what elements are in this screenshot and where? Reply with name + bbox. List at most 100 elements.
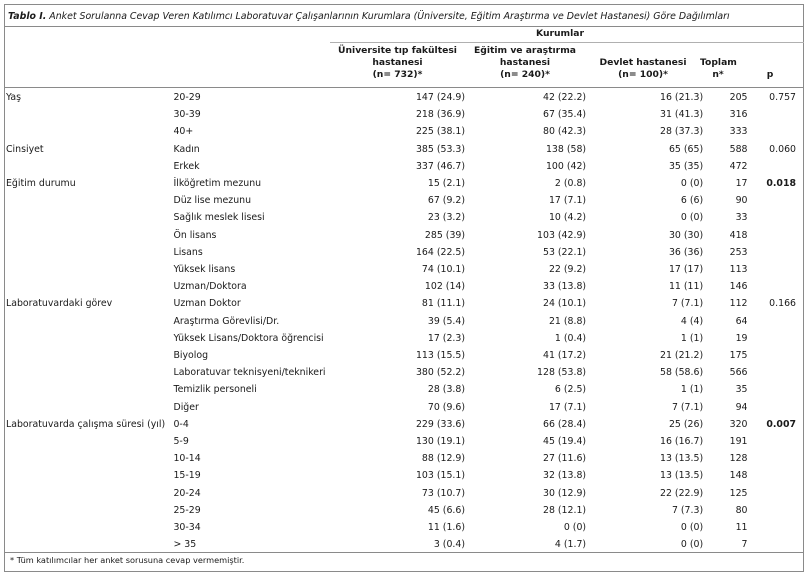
cell-toplam: 148 bbox=[729, 470, 748, 482]
cell-toplam: 316 bbox=[729, 109, 748, 121]
cell-univ: 81 (11.1) bbox=[421, 298, 466, 310]
table-row: 15-19 103 (15.1) 32 (13.8) 13 (13.5) 148 bbox=[6, 467, 796, 484]
cell-devlet: 0 (0) bbox=[680, 178, 704, 190]
cell-toplam: 33 bbox=[735, 212, 748, 224]
cell-univ: 103 (15.1) bbox=[415, 470, 466, 482]
cell-devlet: 7 (7.1) bbox=[671, 298, 704, 310]
cell-devlet: 25 (26) bbox=[668, 418, 704, 430]
row-group-label bbox=[6, 502, 173, 519]
col-header-univ-line3: (n= 732)* bbox=[372, 69, 423, 80]
cell-univ: 225 (38.1) bbox=[415, 126, 466, 138]
col-header-univ-line1: Üniversite tıp fakültesi bbox=[338, 45, 457, 56]
cell-toplam: 588 bbox=[729, 143, 748, 155]
cell-univ: 285 (39) bbox=[424, 229, 466, 241]
cell-devlet: 16 (16.7) bbox=[660, 436, 704, 448]
data-table-body: Yaş 20-29 147 (24.9) 42 (22.2) 16 (21.3) 205 0… bbox=[6, 89, 796, 553]
cell-univ: 113 (15.5) bbox=[415, 350, 466, 362]
row-group-label bbox=[6, 227, 173, 244]
row-group-label bbox=[6, 450, 173, 467]
table-row: Cinsiyet Kadın 385 (53.3) 138 (58) 65 (65) 58… bbox=[6, 141, 796, 158]
col-header-devlet-line2: (n= 100)* bbox=[618, 69, 668, 80]
col-header-toplam-line2: n* bbox=[712, 69, 724, 80]
table-frame bbox=[4, 4, 804, 572]
cell-p bbox=[748, 502, 796, 519]
cell-toplam: 80 bbox=[735, 504, 748, 516]
cell-p bbox=[748, 347, 796, 364]
row-category: Lisans bbox=[173, 246, 203, 258]
cell-univ: 337 (46.7) bbox=[415, 160, 466, 172]
cell-devlet: 22 (22.9) bbox=[660, 487, 704, 499]
cell-egitim: 27 (11.6) bbox=[542, 453, 587, 465]
cell-p: 0.060 bbox=[769, 143, 796, 155]
cell-univ: 70 (9.6) bbox=[427, 401, 466, 413]
row-category: Uzman/Doktora bbox=[173, 281, 247, 293]
table-row: Düz lise mezunu 67 (9.2) 17 (7.1) 6 (6) 90 bbox=[6, 192, 796, 209]
table-caption: Tablo I. Anket Sorulanna Cevap Veren Kat… bbox=[8, 8, 798, 26]
cell-p bbox=[748, 313, 796, 330]
row-group-label bbox=[6, 467, 173, 484]
cell-egitim: 67 (35.4) bbox=[542, 109, 587, 121]
cell-p bbox=[748, 278, 796, 295]
cell-devlet: 1 (1) bbox=[680, 332, 704, 344]
row-category: 40+ bbox=[173, 126, 194, 138]
row-group-label bbox=[6, 313, 173, 330]
row-category: Diğer bbox=[173, 401, 199, 413]
cell-univ: 3 (0.4) bbox=[433, 539, 466, 551]
cell-egitim: 80 (42.3) bbox=[542, 126, 587, 138]
cell-egitim: 66 (28.4) bbox=[542, 418, 587, 430]
cell-toplam: 112 bbox=[729, 298, 748, 310]
cell-egitim: 28 (12.1) bbox=[542, 504, 587, 516]
cell-p: 0.007 bbox=[766, 418, 796, 430]
cell-toplam: 205 bbox=[729, 92, 748, 103]
cell-devlet: 21 (21.2) bbox=[660, 350, 704, 362]
col-header-egitim: Eğitim ve araştırma hastanesi (n= 240)* bbox=[465, 45, 585, 81]
cell-devlet: 16 (21.3) bbox=[660, 92, 704, 103]
table-row: Diğer 70 (9.6) 17 (7.1) 7 (7.1) 94 bbox=[6, 399, 796, 416]
row-category: 20-29 bbox=[173, 92, 201, 103]
row-group-label bbox=[6, 209, 173, 226]
cell-p bbox=[748, 123, 796, 140]
data-table: Yaş 20-29 147 (24.9) 42 (22.2) 16 (21.3) 205 0… bbox=[6, 89, 796, 553]
col-header-toplam: Toplam n* bbox=[700, 57, 737, 81]
row-group-label bbox=[6, 244, 173, 261]
table-row: Sağlık meslek lisesi 23 (3.2) 10 (4.2) 0 (0… bbox=[6, 209, 796, 226]
row-category: > 35 bbox=[173, 539, 197, 551]
row-group-label bbox=[6, 106, 173, 123]
cell-toplam: 253 bbox=[729, 246, 748, 258]
cell-egitim: 10 (4.2) bbox=[548, 212, 587, 224]
row-category: Araştırma Görevlisi/Dr. bbox=[173, 315, 280, 327]
table-row: Yüksek Lisans/Doktora öğrencisi 17 (2.3) 1… bbox=[6, 330, 796, 347]
table-row: 30-34 11 (1.6) 0 (0) 0 (0) 11 bbox=[6, 519, 796, 536]
cell-devlet: 7 (7.3) bbox=[671, 504, 704, 516]
row-group-label bbox=[6, 347, 173, 364]
cell-toplam: 94 bbox=[735, 401, 748, 413]
cell-univ: 45 (6.6) bbox=[427, 504, 466, 516]
row-category: Erkek bbox=[173, 160, 200, 172]
row-category: İlköğretim mezunu bbox=[173, 178, 262, 190]
cell-egitim: 33 (13.8) bbox=[542, 281, 587, 293]
cell-p bbox=[748, 381, 796, 398]
cell-egitim: 1 (0.4) bbox=[554, 332, 587, 344]
cell-egitim: 45 (19.4) bbox=[542, 436, 587, 448]
col-header-devlet: Devlet hastanesi (n= 100)* bbox=[585, 57, 701, 81]
cell-egitim: 100 (42) bbox=[545, 160, 587, 172]
row-category: 10-14 bbox=[173, 453, 201, 465]
cell-egitim: 2 (0.8) bbox=[554, 178, 587, 190]
row-category: 25-29 bbox=[173, 504, 201, 516]
cell-p: 0.166 bbox=[769, 298, 796, 310]
row-category: Kadın bbox=[173, 143, 200, 155]
row-group-label bbox=[6, 399, 173, 416]
cell-toplam: 333 bbox=[729, 126, 748, 138]
col-header-egitim-line3: (n= 240)* bbox=[500, 69, 550, 80]
row-group-label bbox=[6, 158, 173, 175]
table-row: > 35 3 (0.4) 4 (1.7) 0 (0) 7 bbox=[6, 536, 796, 553]
group-header-kurumlar: Kurumlar bbox=[535, 28, 585, 39]
cell-univ: 15 (2.1) bbox=[427, 178, 466, 190]
cell-p bbox=[748, 106, 796, 123]
row-category: Uzman Doktor bbox=[173, 298, 241, 310]
cell-univ: 385 (53.3) bbox=[415, 143, 466, 155]
cell-devlet: 36 (36) bbox=[668, 246, 704, 258]
cell-devlet: 1 (1) bbox=[680, 384, 704, 396]
cell-univ: 218 (36.9) bbox=[415, 109, 466, 121]
cell-egitim: 21 (8.8) bbox=[548, 315, 587, 327]
